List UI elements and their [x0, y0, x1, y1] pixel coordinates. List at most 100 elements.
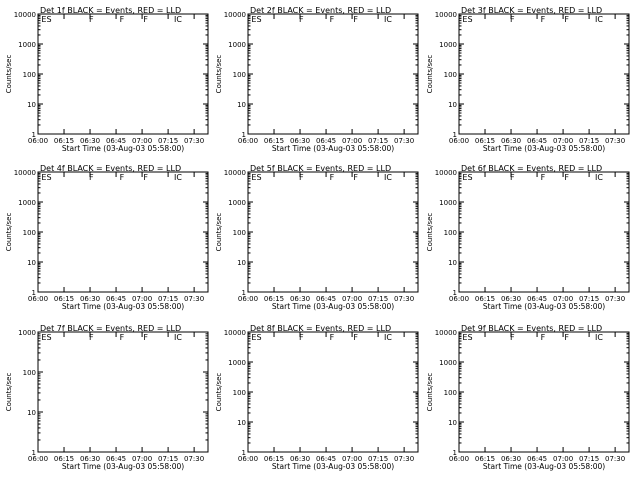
event-annotation: F: [120, 173, 125, 182]
x-tick-label: 06:15: [264, 295, 284, 303]
x-tick-label: 06:00: [238, 137, 258, 145]
x-tick-label: 07:30: [184, 137, 204, 145]
x-tick-label: 07:00: [553, 455, 573, 463]
y-tick-label: 1000: [439, 41, 457, 49]
y-tick-label: 100: [23, 71, 36, 79]
x-tick-label: 07:15: [158, 455, 178, 463]
plot-frame: [247, 13, 419, 135]
event-annotation: F: [510, 333, 515, 342]
y-tick-label: 10: [27, 259, 36, 267]
detector-panel: Det 9f BLACK = Events, RED = LLD 1 10 100 10…: [426, 324, 630, 471]
x-tick-label: 07:00: [132, 137, 152, 145]
event-annotation: F: [564, 173, 569, 182]
x-tick-label: 06:30: [290, 455, 310, 463]
y-tick-label: 10000: [435, 11, 457, 19]
event-annotation: F: [330, 333, 335, 342]
event-annotation: F: [120, 15, 125, 24]
y-tick-label: 10000: [224, 329, 246, 337]
y-tick-label: 10000: [435, 329, 457, 337]
event-annotation: ES: [41, 15, 51, 24]
y-tick-label: 1: [453, 449, 457, 457]
event-annotation: IC: [384, 15, 392, 24]
x-tick-label: 07:15: [579, 137, 599, 145]
y-tick-label: 1: [32, 289, 36, 297]
y-tick-label: 1: [242, 131, 246, 139]
panel-title: Det 3f BLACK = Events, RED = LLD: [461, 6, 602, 15]
x-tick-label: 07:00: [553, 137, 573, 145]
event-annotation: F: [353, 333, 358, 342]
event-annotation: IC: [595, 173, 603, 182]
y-axis-label: Counts/sec: [426, 213, 434, 252]
x-tick-label: 06:15: [54, 295, 74, 303]
x-tick-label: 06:15: [264, 137, 284, 145]
x-tick-label: 06:00: [28, 295, 48, 303]
event-annotation: F: [541, 173, 546, 182]
event-annotation: F: [89, 173, 94, 182]
y-tick-label: 1: [242, 449, 246, 457]
detector-panel: Det 1f BLACK = Events, RED = LLD 1 10 100 10…: [5, 6, 209, 153]
x-axis-label: Start Time (03-Aug-03 05:58:00): [483, 302, 605, 311]
x-tick-label: 06:30: [80, 455, 100, 463]
x-tick-label: 06:45: [527, 455, 547, 463]
panel-title: Det 9f BLACK = Events, RED = LLD: [461, 324, 602, 333]
y-axis-label: Counts/sec: [5, 213, 13, 252]
y-tick-label: 1000: [439, 199, 457, 207]
plot-frame: [458, 171, 630, 293]
y-tick-label: 1000: [18, 199, 36, 207]
x-tick-label: 07:30: [184, 295, 204, 303]
panel-title: Det 6f BLACK = Events, RED = LLD: [461, 164, 602, 173]
y-tick-label: 100: [23, 229, 36, 237]
event-annotation: F: [330, 15, 335, 24]
y-axis-label: Counts/sec: [426, 373, 434, 412]
panel-title: Det 5f BLACK = Events, RED = LLD: [250, 164, 391, 173]
x-tick-label: 06:30: [501, 137, 521, 145]
x-tick-label: 06:30: [501, 295, 521, 303]
event-annotation: F: [299, 333, 304, 342]
y-tick-label: 10: [448, 259, 457, 267]
event-annotation: ES: [462, 333, 472, 342]
y-tick-label: 10000: [14, 11, 36, 19]
x-tick-label: 06:00: [28, 137, 48, 145]
y-tick-label: 1000: [439, 359, 457, 367]
event-annotation: ES: [251, 15, 261, 24]
y-tick-label: 100: [233, 389, 246, 397]
plot-frame: [37, 331, 209, 453]
y-tick-label: 10: [448, 419, 457, 427]
detector-panel: Det 7f BLACK = Events, RED = LLD 1 10 100 10…: [5, 324, 209, 471]
y-tick-label: 1: [453, 289, 457, 297]
event-annotation: F: [143, 15, 148, 24]
detector-panel: Det 6f BLACK = Events, RED = LLD 1 10 100 10…: [426, 164, 630, 311]
event-annotation: ES: [251, 173, 261, 182]
y-tick-label: 1000: [18, 41, 36, 49]
x-axis-label: Start Time (03-Aug-03 05:58:00): [272, 302, 394, 311]
x-tick-label: 07:30: [394, 295, 414, 303]
y-tick-label: 100: [444, 71, 457, 79]
plot-frame: [247, 331, 419, 453]
plot-frame: [458, 331, 630, 453]
x-tick-label: 06:30: [80, 137, 100, 145]
x-tick-label: 06:00: [449, 295, 469, 303]
x-tick-label: 06:00: [238, 295, 258, 303]
x-tick-label: 06:45: [527, 295, 547, 303]
x-tick-label: 07:15: [368, 455, 388, 463]
event-annotation: F: [510, 173, 515, 182]
y-tick-label: 10: [237, 259, 246, 267]
x-tick-label: 06:30: [80, 295, 100, 303]
plot-frame: [458, 13, 630, 135]
x-axis-label: Start Time (03-Aug-03 05:58:00): [272, 462, 394, 471]
event-annotation: IC: [384, 333, 392, 342]
plot-frame: [37, 171, 209, 293]
x-axis-label: Start Time (03-Aug-03 05:58:00): [483, 144, 605, 153]
y-tick-label: 10: [27, 409, 36, 417]
y-tick-label: 10000: [435, 169, 457, 177]
y-tick-label: 1: [32, 131, 36, 139]
y-tick-label: 100: [233, 71, 246, 79]
x-tick-label: 06:15: [264, 455, 284, 463]
x-tick-label: 06:45: [316, 137, 336, 145]
x-tick-label: 07:00: [342, 455, 362, 463]
event-annotation: IC: [174, 15, 182, 24]
plot-frame: [247, 171, 419, 293]
y-tick-label: 10: [237, 101, 246, 109]
event-annotation: F: [510, 15, 515, 24]
